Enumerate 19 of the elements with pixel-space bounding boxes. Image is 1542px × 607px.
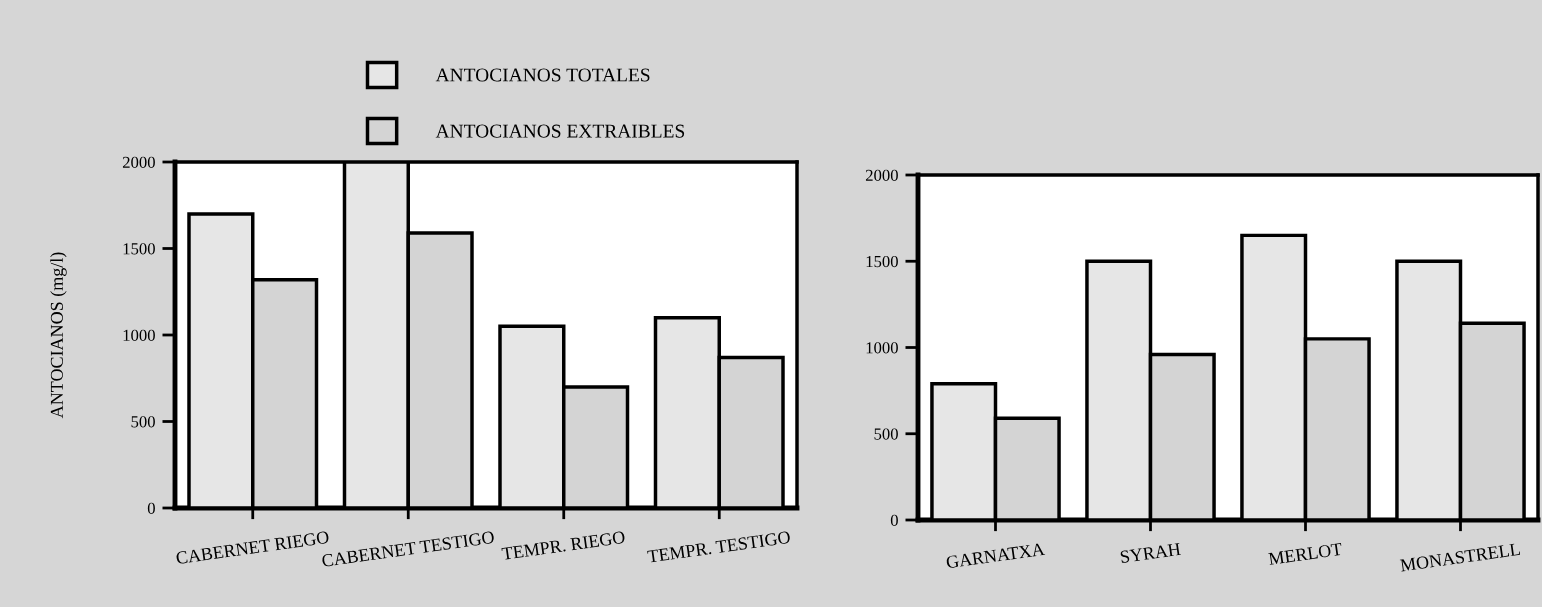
y-axis-title: ANTOCIANOS (mg/l)	[50, 252, 67, 419]
x-tick-label: TEMPR. RIEGO	[501, 530, 626, 561]
y-tick-label: 0	[890, 514, 898, 526]
x-tick-label: GARNATXA	[946, 542, 1046, 569]
x-tick-label: MONASTRELL	[1399, 542, 1521, 572]
y-tick-label: 2000	[122, 156, 155, 168]
y-tick-label: 1000	[123, 329, 155, 341]
y-tick-label: 0	[147, 502, 155, 514]
x-tick-label: SYRAH	[1120, 542, 1181, 564]
legend-label: ANTOCIANOS TOTALES	[435, 68, 650, 82]
x-tick-label: MERLOT	[1268, 542, 1343, 566]
x-tick-label: TEMPR. TESTIGO	[647, 530, 791, 563]
y-tick-label: 1500	[123, 243, 155, 255]
legend-label: ANTOCIANOS EXTRAIBLES	[435, 124, 685, 138]
y-tick-label: 2000	[865, 169, 898, 181]
y-tick-label: 500	[131, 416, 155, 428]
y-tick-label: 1000	[866, 342, 898, 354]
y-tick-label: 500	[874, 428, 898, 440]
y-tick-label: 1500	[866, 255, 898, 268]
